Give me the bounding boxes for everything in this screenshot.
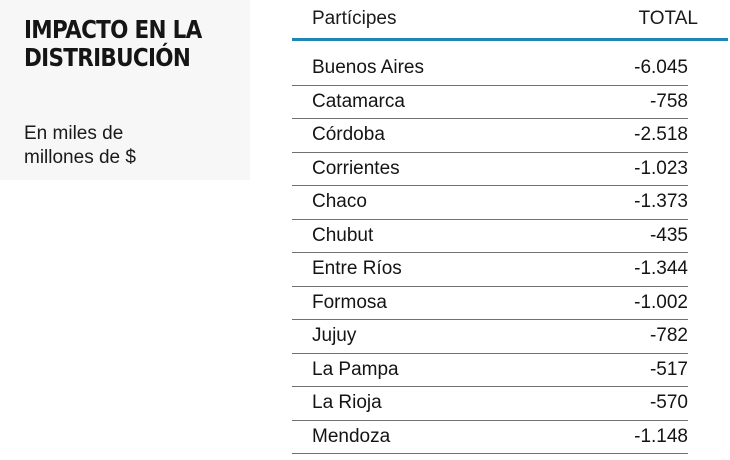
table-row: Catamarca -758	[292, 86, 688, 119]
subtitle-line-2: millones de $	[24, 147, 136, 168]
row-name: Catamarca	[312, 90, 405, 112]
row-total: -517	[649, 358, 688, 380]
row-name: Mendoza	[312, 425, 391, 447]
row-name: La Pampa	[312, 358, 399, 380]
row-name: Jujuy	[312, 325, 357, 346]
row-total: -1.023	[634, 157, 688, 179]
distribution-table: Partícipes TOTAL Buenos Aires -6.045 Cat…	[292, 0, 728, 454]
table-header: Partícipes TOTAL	[292, 0, 728, 41]
table-body: Buenos Aires -6.045 Catamarca -758 Córdo…	[292, 52, 728, 454]
table-row: Mendoza -1.148	[292, 421, 688, 454]
subtitle-line-1: En miles de	[24, 123, 124, 144]
table-row: Córdoba -2.518	[292, 119, 688, 153]
row-total: -758	[649, 90, 688, 112]
table-row: Formosa -1.002	[292, 287, 688, 320]
table-row: Chubut -435	[292, 220, 688, 253]
table-row: Buenos Aires -6.045	[292, 52, 688, 86]
title-panel: IMPACTO EN LA DISTRIBUCIÓN En miles de m…	[0, 0, 250, 180]
row-name: Chaco	[312, 191, 367, 212]
row-name: Buenos Aires	[312, 57, 424, 78]
table-row: La Rioja -570	[292, 387, 688, 421]
row-total: -570	[649, 392, 688, 413]
table-row: Entre Ríos -1.344	[292, 253, 688, 287]
table-row: Jujuy -782	[292, 320, 688, 354]
column-header-total: TOTAL	[638, 8, 698, 29]
row-name: Corrientes	[312, 157, 400, 179]
column-header-participes: Partícipes	[312, 8, 397, 29]
row-total: -1.373	[634, 191, 688, 212]
table-row: La Pampa -517	[292, 354, 688, 387]
row-total: -782	[649, 325, 688, 346]
table-row: Chaco -1.373	[292, 186, 688, 220]
chart-subtitle: En miles de millones de $	[24, 122, 136, 170]
row-name: Formosa	[312, 291, 387, 313]
row-total: -1.002	[634, 291, 688, 313]
row-name: Entre Ríos	[312, 258, 402, 279]
row-total: -435	[649, 224, 688, 246]
table-row: Corrientes -1.023	[292, 153, 688, 186]
chart-title: IMPACTO EN LA DISTRIBUCIÓN	[24, 16, 202, 72]
row-name: Córdoba	[312, 124, 385, 145]
row-name: La Rioja	[312, 392, 382, 413]
row-total: -6.045	[634, 57, 688, 78]
row-total: -2.518	[634, 124, 688, 145]
row-name: Chubut	[312, 224, 374, 246]
chart-title-line-2: DISTRIBUCIÓN	[24, 43, 191, 72]
row-total: -1.344	[634, 258, 688, 279]
row-total: -1.148	[634, 425, 688, 447]
chart-title-line-1: IMPACTO EN LA	[24, 15, 202, 44]
